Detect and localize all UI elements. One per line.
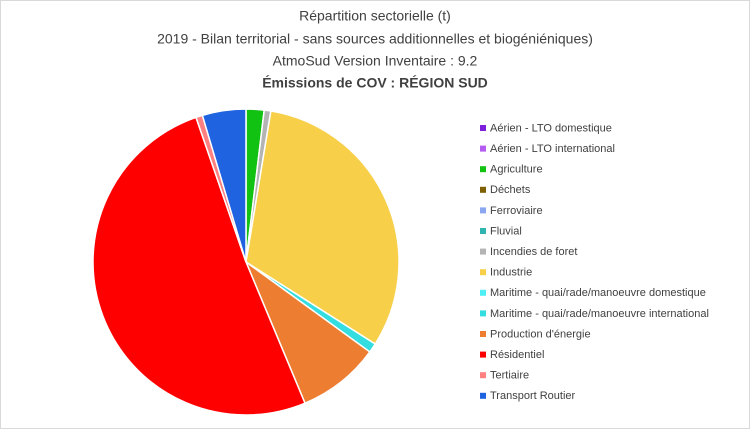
legend-swatch — [480, 125, 486, 131]
legend-label: Incendies de foret — [490, 246, 577, 258]
title-line: Émissions de COV : RÉGION SUD — [262, 75, 488, 91]
legend-label: Aérien - LTO domestique — [490, 122, 612, 134]
legend-swatch — [480, 310, 486, 317]
pie-slice — [201, 108, 247, 263]
legend-label: Ferroviaire — [490, 205, 543, 217]
legend-label: Maritime - quai/rade/manoeuvre internati… — [490, 308, 709, 320]
legend-swatch — [480, 351, 486, 358]
pie-slice — [92, 116, 306, 416]
legend-label: Déchets — [490, 184, 531, 196]
legend-label: Tertiaire — [490, 370, 529, 382]
legend-label: Transport Routier — [490, 390, 576, 402]
legend-swatch — [480, 269, 486, 276]
legend-label: Production d'énergie — [490, 328, 591, 340]
legend-swatch — [480, 228, 486, 234]
legend-label: Maritime - quai/rade/manoeuvre domestiqu… — [490, 287, 706, 299]
legend-label: Fluvial — [490, 225, 522, 237]
legend-swatch — [480, 207, 486, 214]
title-line: AtmoSud Version Inventaire : 9.2 — [273, 53, 478, 69]
legend-swatch — [480, 166, 486, 173]
legend-swatch — [480, 372, 486, 379]
legend-swatch — [480, 145, 486, 152]
legend-swatch — [480, 289, 486, 296]
legend-swatch — [480, 392, 486, 399]
legend-swatch — [480, 186, 486, 193]
legend-label: Aérien - LTO international — [490, 143, 615, 155]
title-line: Répartition sectorielle (t) — [299, 8, 451, 24]
legend-swatch — [480, 248, 486, 255]
title-line: 2019 - Bilan territorial - sans sources … — [157, 31, 593, 47]
pie-slice — [244, 259, 371, 405]
legend-swatch — [480, 331, 486, 337]
legend-label: Agriculture — [490, 164, 543, 176]
legend-label: Résidentiel — [490, 349, 544, 361]
legend-label: Industrie — [490, 267, 532, 279]
